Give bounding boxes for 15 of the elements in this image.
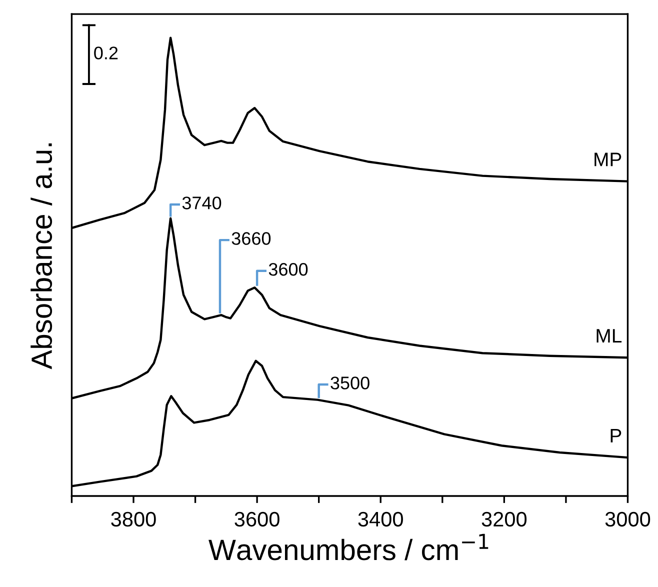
annotation: 3660 xyxy=(232,232,271,245)
x-axis-title: Wavenumbers / cm$^{−1}$ xyxy=(208,534,488,560)
annotation: 3740 xyxy=(182,196,222,210)
annotation: 3600 xyxy=(268,262,308,276)
annotation: 0.2 xyxy=(94,46,118,60)
x-tick-label: 3400 xyxy=(358,512,403,527)
series-label: ML xyxy=(596,329,622,343)
y-axis-title: Absorbance / a.u. xyxy=(30,143,52,370)
x-tick-label: 3000 xyxy=(605,512,650,527)
series-label: P xyxy=(610,429,622,442)
x-tick-label: 3600 xyxy=(234,512,280,527)
x-tick-label: 3200 xyxy=(482,512,527,527)
series-label: MP xyxy=(594,152,622,166)
x-tick-label: 3800 xyxy=(111,512,156,527)
annotation: 3500 xyxy=(330,376,370,390)
